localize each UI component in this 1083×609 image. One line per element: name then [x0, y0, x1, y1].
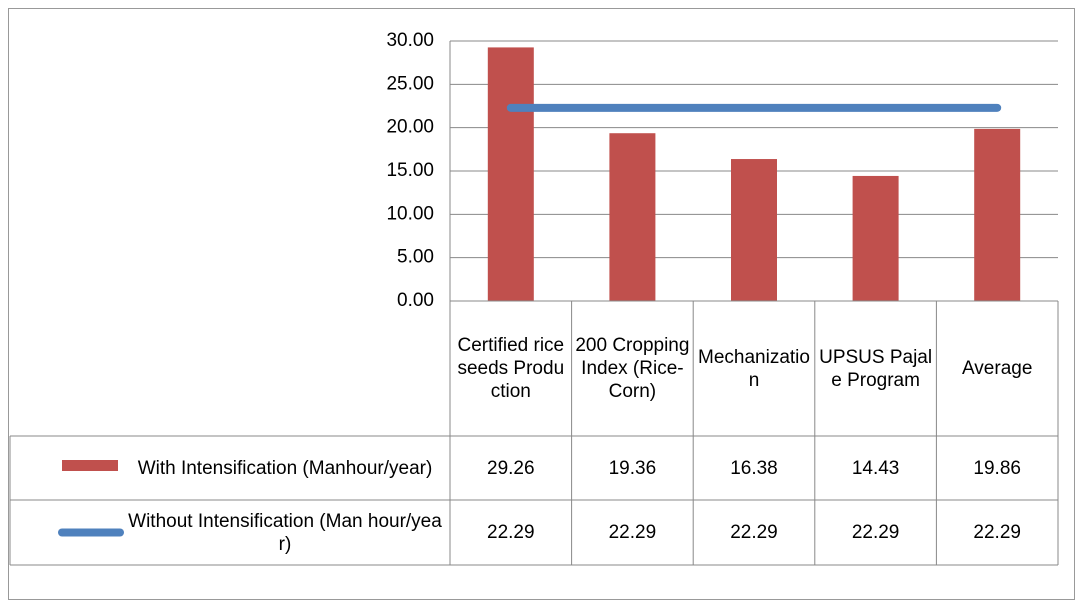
x-tick-label: Mechanization: [698, 346, 810, 391]
x-tick-label: UPSUS Pajale Program: [819, 346, 933, 391]
table-value: 19.86: [973, 457, 1021, 479]
y-tick-label: 25.00: [386, 73, 434, 94]
legend-label: Without Intensification (Man hour/year): [128, 510, 442, 555]
table-value: 22.29: [608, 522, 657, 543]
y-tick-label: 10.00: [386, 203, 434, 224]
bar: [609, 133, 656, 301]
table-value: 22.29: [851, 522, 900, 543]
legend-label: With Intensification (Manhour/year): [137, 457, 433, 479]
x-tick-label: 200 Cropping Index (Rice-Corn): [575, 335, 690, 402]
y-tick-label: 15.00: [386, 160, 434, 181]
bar: [731, 159, 777, 301]
x-tick-label: Certified rice seeds Production: [457, 335, 565, 402]
bar: [487, 47, 534, 302]
table-value: 29.26: [487, 457, 535, 479]
y-tick-label: 5.00: [397, 247, 434, 268]
table-value: 22.29: [730, 522, 778, 543]
table-value: 22.29: [973, 522, 1021, 543]
bar: [852, 175, 899, 301]
x-tick-label: Average: [961, 358, 1033, 379]
table-value: 16.38: [730, 457, 778, 479]
y-tick-label: 30.00: [386, 30, 434, 51]
y-tick-label: 0.00: [397, 290, 434, 311]
legend-key: [62, 460, 118, 471]
bar: [974, 128, 1021, 301]
y-tick-label: 20.00: [386, 117, 434, 138]
table-value: 19.36: [608, 457, 657, 479]
table-value: 22.29: [487, 522, 535, 543]
table-value: 14.43: [851, 457, 900, 479]
